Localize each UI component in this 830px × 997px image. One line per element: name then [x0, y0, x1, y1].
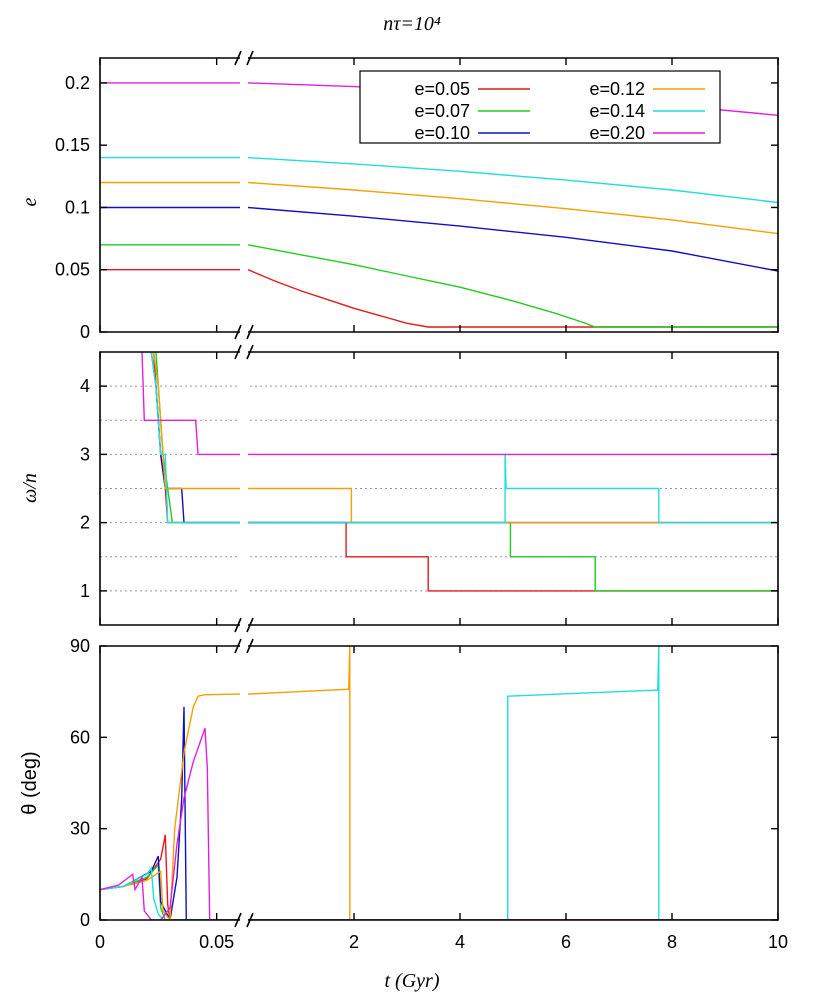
y-tick-label: 0.15	[55, 135, 90, 155]
series-line-e-0-14-early	[150, 352, 240, 524]
y-tick-label: 1	[80, 581, 90, 601]
panel-spin: 1 2 3 4	[80, 344, 779, 633]
legend-label: e=0.05	[414, 79, 470, 99]
series-line-e-0-10-early	[100, 706, 240, 920]
x-tick-label: 8	[667, 932, 677, 952]
y-tick-label: 2	[80, 513, 90, 533]
axis-break-mark	[246, 344, 254, 360]
y-tick-label: 0	[80, 322, 90, 342]
series-line-e-0-12-late	[247, 646, 778, 920]
y-tick-label: 4	[80, 376, 90, 396]
axis-break-gap	[240, 57, 248, 333]
axis-break-mark	[234, 324, 242, 340]
figure-title: nτ=10⁴	[383, 13, 441, 35]
axis-break-gap	[240, 645, 248, 921]
series-line-e-0-14-late	[247, 156, 778, 204]
series-line-e-0-12-late	[248, 487, 778, 524]
x-axis-label: t (Gyr)	[385, 970, 440, 992]
plot-frame	[99, 645, 779, 921]
series-line-e-0-14-late	[248, 646, 778, 920]
axis-break-mark	[246, 912, 254, 928]
y-axis-label-theta: θ (deg)	[19, 751, 41, 814]
axis-break-mark	[234, 617, 242, 633]
series-line-e-0-14-late	[248, 454, 778, 524]
series-line-e-0-05-late	[247, 269, 778, 328]
series-line-e-0-20-early	[141, 352, 240, 456]
series-line-e-0-12-late	[247, 181, 778, 235]
y-axis-label-e: e	[19, 197, 41, 206]
axis-break-mark	[234, 912, 242, 928]
panel-eccentricity: 00.050.10.150.2 e=0.05e=0.07e=0.10e=0.12e…	[55, 50, 779, 342]
plot-frame	[99, 57, 779, 333]
x-tick-label: 4	[455, 932, 465, 952]
y-tick-label: 0.2	[65, 73, 90, 93]
axis-break-mark	[246, 617, 254, 633]
legend-label: e=0.07	[414, 101, 470, 121]
series-line-e-0-07-late	[248, 521, 778, 592]
legend-label: e=0.20	[589, 123, 645, 143]
axis-break-mark	[234, 50, 242, 66]
legend-label: e=0.14	[589, 101, 645, 121]
series-line-e-0-07-late	[247, 244, 778, 328]
x-tick-label: 0	[95, 932, 105, 952]
y-tick-label: 60	[70, 727, 90, 747]
series-line-e-0-10-late	[247, 206, 778, 272]
y-tick-label: 0.05	[55, 260, 90, 280]
legend-label: e=0.12	[589, 79, 645, 99]
axis-break-mark	[234, 344, 242, 360]
axis-break-mark	[246, 638, 254, 654]
axis-break-mark	[246, 50, 254, 66]
y-tick-label: 30	[70, 819, 90, 839]
axis-break-mark	[234, 638, 242, 654]
series-group	[141, 352, 778, 592]
legend-box	[359, 70, 721, 144]
y-tick-label: 90	[70, 636, 90, 656]
y-tick-label: 0.1	[65, 197, 90, 217]
series-line-e-0-07-early	[155, 352, 240, 524]
panels: 00.050.10.150.2 e=0.05e=0.07e=0.10e=0.12e…	[55, 50, 788, 952]
x-tick-label: 2	[349, 932, 359, 952]
y-axis-label-spin: ω/n	[19, 473, 41, 503]
axis-break-mark	[246, 324, 254, 340]
panel-obliquity: 0 30 60 90 0 0.05 2 4 6 8 10	[70, 636, 788, 952]
legend-label: e=0.10	[414, 123, 470, 143]
plot-frame	[99, 351, 779, 626]
x-tick-label: 6	[561, 932, 571, 952]
series-group	[100, 646, 778, 920]
series-line-e-0-20-early	[100, 727, 240, 920]
x-tick-label: 0.05	[199, 932, 234, 952]
axis-break-gap	[240, 351, 248, 626]
x-tick-label: 10	[768, 932, 788, 952]
legend: e=0.05e=0.07e=0.10 e=0.12e=0.14e=0.20	[359, 70, 721, 144]
y-tick-label: 0	[80, 910, 90, 930]
series-line-e-0-10-early	[150, 352, 240, 524]
y-tick-label: 3	[80, 444, 90, 464]
